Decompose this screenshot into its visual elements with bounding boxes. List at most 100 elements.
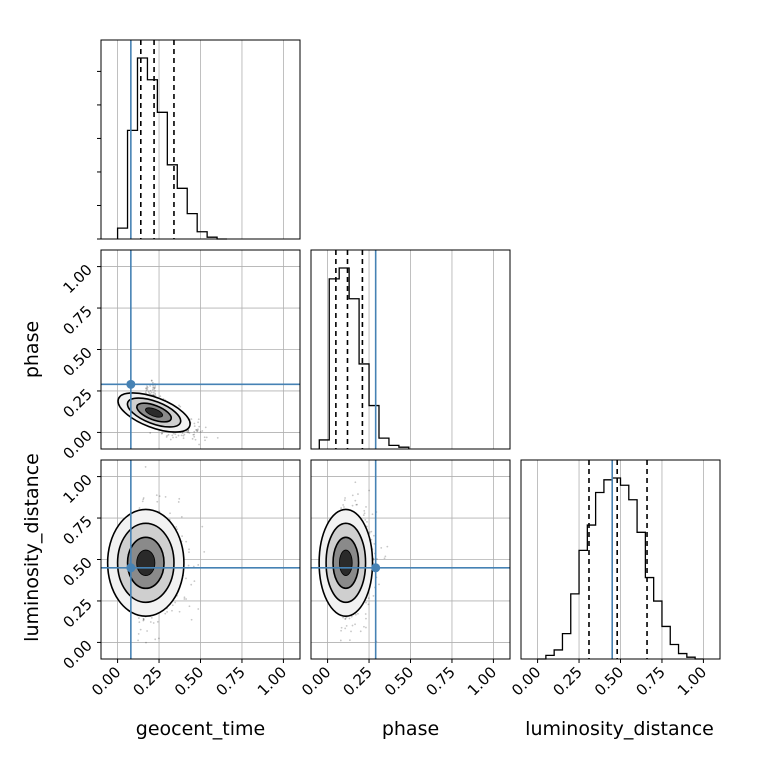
sample-point <box>145 387 148 389</box>
sample-point <box>142 497 145 499</box>
sample-point <box>343 499 346 502</box>
sample-point <box>188 605 191 608</box>
sample-point <box>356 503 358 506</box>
sample-point <box>196 429 199 432</box>
x-axis-label-phase: phase <box>382 718 439 740</box>
sample-point <box>193 430 196 433</box>
sample-point <box>364 518 367 521</box>
sample-point <box>146 630 148 632</box>
sample-point <box>139 628 142 631</box>
histogram-bin <box>654 601 662 659</box>
x-tick-label: 0.50 <box>591 663 627 699</box>
sample-point <box>364 613 367 615</box>
histogram-step-line <box>116 57 228 240</box>
sample-point <box>167 433 170 436</box>
sample-point <box>142 618 145 621</box>
histogram-bin <box>187 214 197 239</box>
sample-point <box>153 387 156 390</box>
x-tick-label: 0.75 <box>422 663 458 699</box>
y-tick-label: 1.00 <box>59 471 95 507</box>
histogram-bin <box>128 130 138 239</box>
sample-point <box>197 428 199 431</box>
sample-point <box>196 430 198 433</box>
sample-point <box>138 621 141 624</box>
x-axis-label-luminosity-distance: luminosity_distance <box>525 718 714 740</box>
sample-point <box>205 436 208 439</box>
sample-point <box>149 392 152 395</box>
histogram-bin <box>637 532 645 659</box>
sample-point <box>372 595 375 597</box>
y-tick-label: 0.75 <box>59 302 95 338</box>
x-tick-label: 0.00 <box>298 663 334 699</box>
sample-point <box>349 639 351 642</box>
histogram-bin <box>604 480 612 659</box>
x-tick-label: 0.25 <box>130 663 166 699</box>
sample-point <box>171 434 174 437</box>
x-tick-label: 1.00 <box>464 663 500 699</box>
y-axis-label-luminosity-distance: luminosity_distance <box>21 453 43 642</box>
sample-point <box>178 404 180 407</box>
histogram-panel-luminosity_distance <box>520 459 721 660</box>
sample-point <box>204 439 206 442</box>
sample-point <box>152 391 155 394</box>
sample-point <box>197 418 200 421</box>
sample-point <box>161 432 164 435</box>
sample-point <box>367 597 370 599</box>
histogram-panel-geocent_time <box>97 39 301 240</box>
sample-point <box>151 381 154 384</box>
sample-point <box>178 610 181 613</box>
sample-point <box>191 437 194 440</box>
sample-point <box>175 526 178 528</box>
sample-point <box>363 509 366 512</box>
sample-point <box>154 390 156 392</box>
sample-point <box>339 639 342 642</box>
sample-point <box>190 418 193 420</box>
sample-point <box>180 515 183 518</box>
density-panel-luminosity_distance-vs-geocent_time <box>100 459 301 660</box>
sample-point <box>204 426 207 429</box>
histogram-panel-phase <box>310 249 511 450</box>
sample-point <box>344 627 347 630</box>
sample-point <box>156 500 159 503</box>
sample-point <box>166 611 168 613</box>
sample-point <box>201 525 204 528</box>
sample-point <box>153 386 155 389</box>
sample-point <box>174 433 177 436</box>
sample-point <box>193 435 196 438</box>
sample-point <box>142 498 145 501</box>
sample-point <box>195 428 197 431</box>
sample-point <box>146 385 149 388</box>
y-axis-label-phase: phase <box>21 321 43 378</box>
sample-point <box>216 437 219 439</box>
sample-point <box>344 618 347 620</box>
histogram-bin <box>562 634 570 659</box>
sample-point <box>340 629 342 632</box>
sample-point <box>386 545 389 548</box>
histogram-bin <box>167 165 177 239</box>
sample-point <box>181 535 183 538</box>
sample-point <box>188 548 190 551</box>
sample-point <box>355 503 358 506</box>
sample-point <box>365 626 367 629</box>
sample-point <box>350 615 353 618</box>
sample-point <box>342 616 345 619</box>
sample-point <box>177 434 180 437</box>
sample-point <box>153 388 156 390</box>
truth-marker <box>126 563 136 573</box>
sample-point <box>373 534 375 537</box>
histogram-bin <box>359 364 369 449</box>
histogram-bin <box>629 500 637 659</box>
y-tick-label: 0.75 <box>59 512 95 548</box>
sample-point <box>203 436 206 439</box>
sample-point <box>193 580 196 583</box>
sample-point <box>354 481 357 484</box>
sample-point <box>367 603 370 606</box>
sample-point <box>138 507 141 509</box>
sample-point <box>150 379 153 382</box>
x-tick-label: 0.75 <box>632 663 668 699</box>
sample-point <box>160 432 163 435</box>
sample-point <box>175 436 178 439</box>
density-panel-phase-vs-geocent_time <box>100 249 301 450</box>
sample-point <box>179 405 182 408</box>
sample-point <box>340 507 343 509</box>
